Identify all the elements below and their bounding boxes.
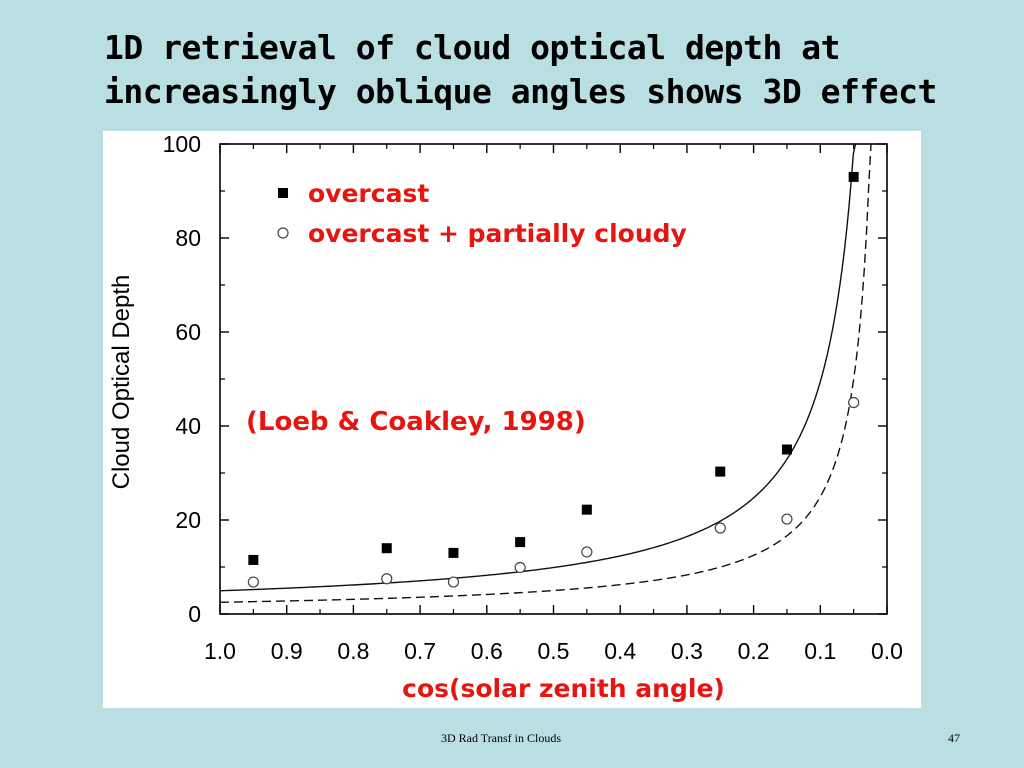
- chart-annotation: (Loeb & Coakley, 1998): [246, 407, 586, 437]
- x-tick-label: 0.5: [538, 638, 570, 664]
- x-tick-label: 0.2: [738, 638, 770, 664]
- x-tick-label: 1.0: [204, 638, 236, 664]
- legend-overcast-marker: [278, 188, 288, 198]
- partially-cloudy-point: [247, 576, 259, 588]
- fit-curve-dashed: [219, 143, 872, 603]
- fit-curve-solid: [219, 143, 857, 592]
- partially-cloudy-point: [381, 573, 393, 585]
- partially-cloudy-point: [514, 561, 526, 574]
- overcast-point: [248, 554, 259, 565]
- slide-title-line-1: 1D retrieval of cloud optical depth at: [104, 28, 840, 67]
- x-tick-label: 0.0: [871, 638, 903, 664]
- x-tick-label: 0.7: [404, 638, 436, 664]
- slide-footer: 3D Rad Transf in Clouds: [441, 731, 562, 745]
- chart-figure: 1.0 0.9 0.8 0.7 0.6 0.5 0.4 0.3 0.2 0.1 0.0 0 20 40 60…: [103, 131, 921, 708]
- partially-cloudy-point: [848, 396, 860, 409]
- chart-svg: 1.0 0.9 0.8 0.7 0.6 0.5 0.4 0.3 0.2 0.1 0.0 0 20 40 60…: [108, 131, 903, 703]
- partially-cloudy-point: [581, 546, 593, 558]
- legend-partially-cloudy-marker: [277, 227, 289, 239]
- overcast-point: [381, 543, 392, 554]
- y-axis-label: Cloud Optical Depth: [108, 275, 135, 490]
- slide-title: 1D retrieval of cloud optical depth at i…: [104, 26, 984, 114]
- overcast-point: [448, 547, 459, 558]
- x-tick-label: 0.9: [271, 638, 303, 664]
- partially-cloudy-point: [447, 576, 460, 588]
- x-tick-label: 0.4: [604, 638, 636, 664]
- x-tick-label: 0.6: [471, 638, 503, 664]
- x-tick-label: 0.3: [671, 638, 703, 664]
- legend-label: overcast + partially cloudy: [308, 219, 687, 248]
- y-tick-label: 0: [188, 601, 201, 627]
- overcast-point: [848, 171, 859, 182]
- plot-frame: [219, 143, 888, 615]
- x-axis-label: cos(solar zenith angle): [402, 674, 725, 703]
- partially-cloudy-point: [781, 513, 793, 525]
- y-tick-label: 20: [175, 507, 201, 533]
- x-tick-label: 0.1: [804, 638, 836, 664]
- partially-cloudy-point: [714, 522, 726, 534]
- y-tick-label: 80: [175, 225, 201, 251]
- overcast-point: [581, 504, 592, 515]
- overcast-point: [781, 444, 792, 455]
- overcast-point: [515, 537, 526, 548]
- y-tick-label: 40: [175, 413, 201, 439]
- x-tick-label: 0.8: [337, 638, 369, 664]
- slide-page-number: 47: [948, 731, 960, 745]
- overcast-point: [715, 466, 726, 477]
- y-tick-label: 60: [175, 319, 201, 345]
- slide-title-line-2: increasingly oblique angles shows 3D eff…: [104, 72, 937, 111]
- legend-label: overcast: [308, 179, 429, 208]
- y-tick-label: 100: [163, 131, 201, 157]
